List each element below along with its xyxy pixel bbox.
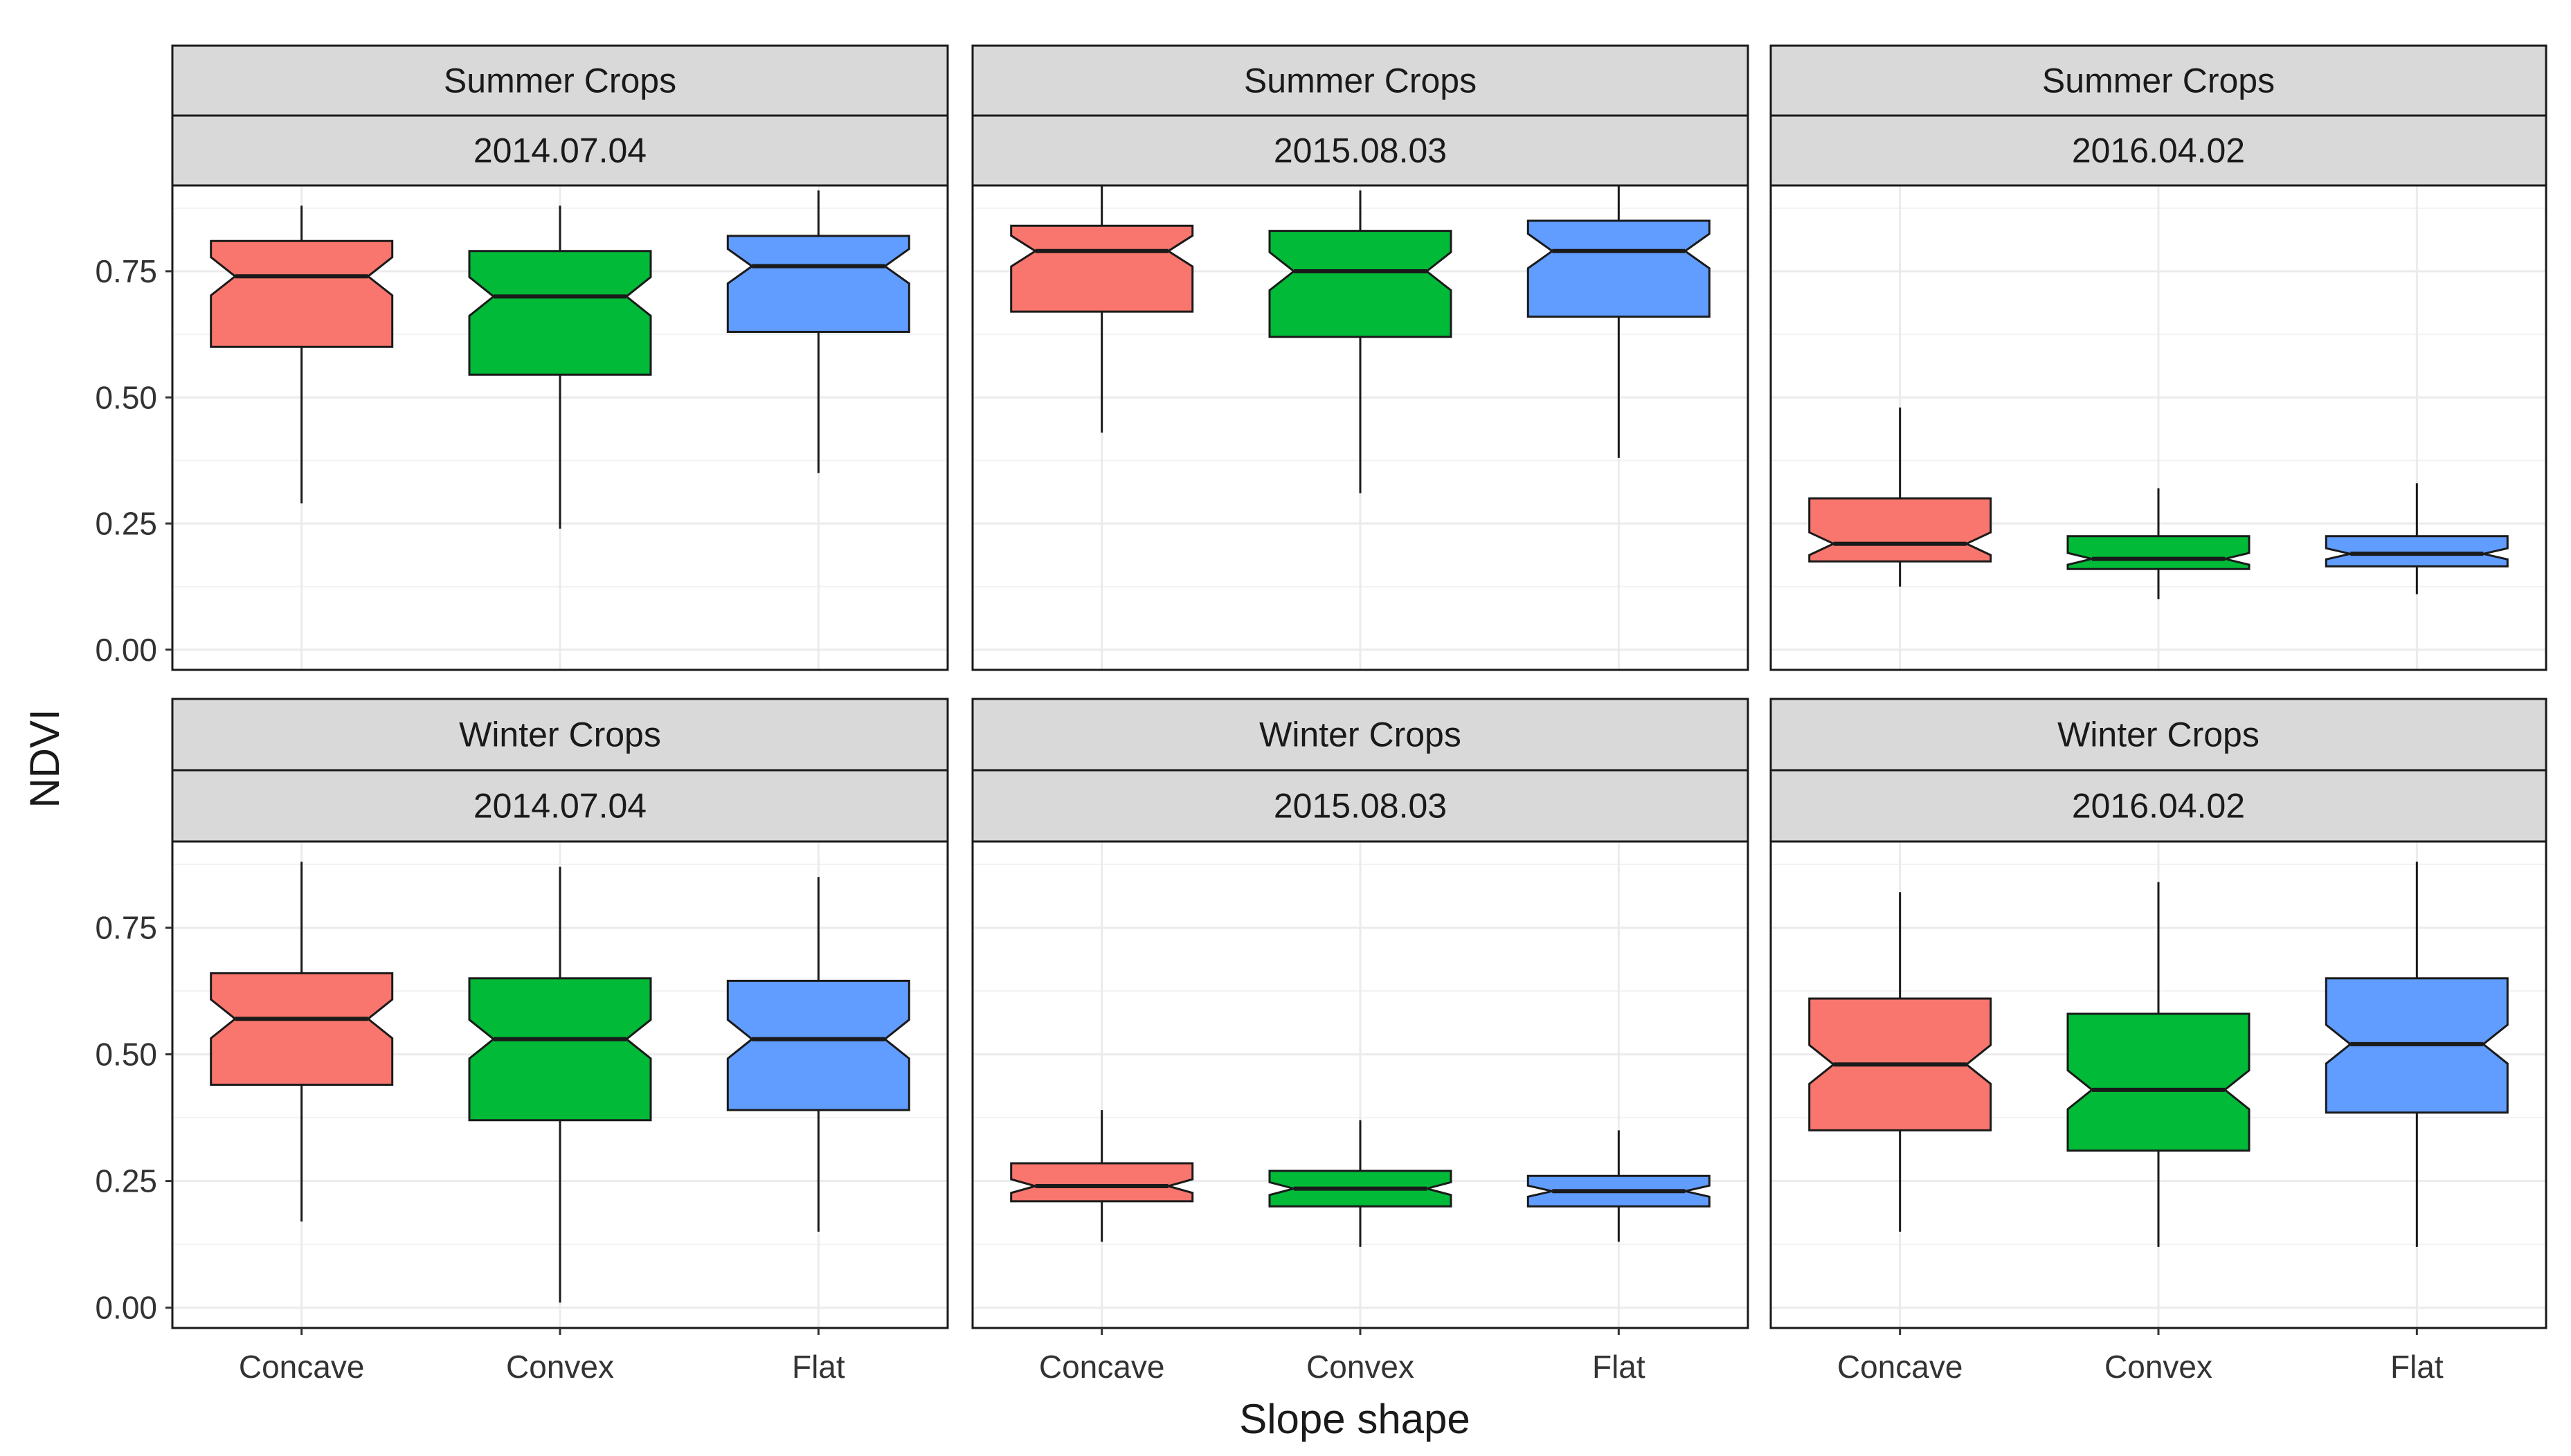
box-convex <box>1268 230 1452 338</box>
box-flat <box>1526 219 1711 318</box>
panel-border <box>171 184 949 671</box>
y-axis-title: NDVI <box>21 709 68 808</box>
y-tick-label: 0.00 <box>95 632 157 668</box>
x-tick-label: Convex <box>506 1349 614 1385</box>
strip-crop-label: Winter Crops <box>1259 716 1461 754</box>
box-concave <box>210 972 394 1086</box>
x-axis-title: Slope shape <box>1239 1396 1470 1442</box>
strip-date-label: 2016.04.02 <box>2072 131 2245 170</box>
strip-crop-label: Winter Crops <box>2057 716 2259 754</box>
x-tick-label: Concave <box>1837 1349 1963 1385</box>
box-concave <box>1010 1162 1194 1203</box>
box-convex <box>2066 1012 2250 1152</box>
facet-panel: Summer Crops 2016.04.02 <box>1769 44 2547 671</box>
panel-border <box>1769 184 2547 671</box>
y-tick-label: 0.50 <box>95 379 157 415</box>
y-tick-label: 0.50 <box>95 1037 157 1073</box>
box-concave <box>1010 224 1194 313</box>
strip-date-label: 2015.08.03 <box>1274 787 1447 826</box>
x-tick-label: Convex <box>1306 1349 1414 1385</box>
x-tick-label: Flat <box>1592 1349 1645 1385</box>
box-concave <box>210 239 394 348</box>
x-tick-label: Convex <box>2104 1349 2212 1385</box>
strip-crop-label: Summer Crops <box>1244 62 1477 100</box>
y-tick-label: 0.00 <box>95 1290 157 1326</box>
y-tick-label: 0.25 <box>95 1163 157 1199</box>
y-tick-label: 0.75 <box>95 253 157 289</box>
box-flat <box>2325 535 2509 567</box>
strip-date-label: 2015.08.03 <box>1274 131 1447 170</box>
strip-date-label: 2016.04.02 <box>2072 787 2245 826</box>
facet-panel: Summer Crops 2014.07.04 0.00 0.25 0.50 0.75 <box>95 44 949 671</box>
x-tick-label: Concave <box>239 1349 365 1385</box>
box-convex <box>2066 535 2250 570</box>
x-tick-label: Flat <box>792 1349 845 1385</box>
y-tick-label: 0.25 <box>95 506 157 542</box>
strip-crop-label: Summer Crops <box>2042 62 2275 100</box>
box-flat <box>726 979 910 1111</box>
box-convex <box>468 250 652 376</box>
facet-panel: Summer Crops 2015.08.03 <box>971 44 1749 671</box>
strip-crop-label: Summer Crops <box>444 62 676 100</box>
strip-crop-label: Winter Crops <box>459 716 661 754</box>
y-tick-label: 0.75 <box>95 909 157 945</box>
strip-date-label: 2014.07.04 <box>473 131 647 170</box>
facet-panel: Winter Crops 2014.07.04 0.00 0.25 0.50 0.75 Co… <box>95 698 949 1385</box>
box-flat <box>726 235 910 333</box>
panel-border <box>971 184 1749 671</box>
facet-panel: Winter Crops 2016.04.02 Concave Convex Flat <box>1769 698 2547 1385</box>
strip-date-label: 2014.07.04 <box>473 787 647 826</box>
x-tick-label: Flat <box>2390 1349 2444 1385</box>
box-concave <box>1808 497 1992 563</box>
facet-panel: Winter Crops 2015.08.03 Concave Convex Flat <box>971 698 1749 1385</box>
x-tick-label: Concave <box>1039 1349 1165 1385</box>
box-convex <box>468 977 652 1122</box>
